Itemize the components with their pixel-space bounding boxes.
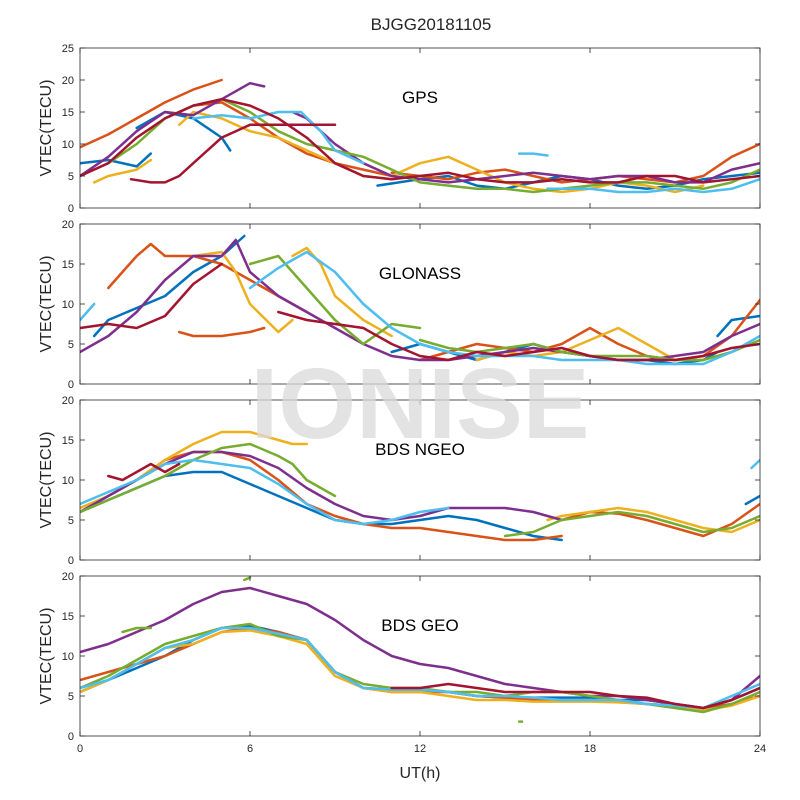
- y-axis-label: VTEC(TECU): [38, 256, 55, 353]
- y-tick-label: 20: [62, 571, 74, 583]
- series-line-9: [80, 626, 760, 710]
- y-tick-label: 15: [62, 107, 74, 119]
- y-tick-label: 20: [62, 395, 74, 407]
- series-line-2: [744, 494, 760, 506]
- subplot-4: 0 5 10 15 20 0 6 12 18 24 VTEC(TECU) BDS GEO UT(h): [38, 571, 766, 782]
- series-line-13: [192, 110, 365, 165]
- x-tick-label: 12: [414, 743, 426, 755]
- series-line-7: [92, 158, 153, 184]
- series-line-3: [716, 314, 760, 338]
- plot-area: [80, 224, 760, 384]
- y-tick-label: 10: [62, 139, 74, 151]
- y-tick-label: 0: [68, 731, 74, 743]
- series-line-15: [546, 177, 760, 194]
- series-line-2: [80, 152, 153, 168]
- plot-area: [80, 576, 760, 736]
- y-tick-label: 25: [62, 43, 74, 55]
- series-group: [80, 576, 760, 723]
- subplot-1: 0 5 10 15 20 25 VTEC(TECU) GPS: [38, 43, 761, 215]
- series-line-5: [177, 326, 266, 338]
- y-tick-label: 0: [68, 555, 74, 567]
- series-line-6: [121, 626, 153, 634]
- y-tick-label: 0: [68, 203, 74, 215]
- subplot-3: 0 5 10 15 20 VTEC(TECU) BDS NGEO: [38, 395, 761, 567]
- series-line-7: [192, 250, 294, 334]
- series-line-10: [80, 458, 450, 526]
- series-line-9: [475, 326, 705, 362]
- y-tick-label: 10: [62, 475, 74, 487]
- subplot-title: GPS: [402, 88, 438, 107]
- series-line-4: [80, 586, 760, 710]
- series-line-16: [129, 123, 337, 184]
- series-line-16: [277, 310, 760, 362]
- y-axis-label: VTEC(TECU): [38, 432, 55, 529]
- series-line-6: [546, 506, 760, 534]
- series-line-12: [107, 462, 181, 482]
- y-tick-label: 5: [68, 339, 74, 351]
- series-line-10: [390, 682, 760, 710]
- series-line-8: [80, 442, 337, 514]
- series-line-17: [80, 97, 365, 178]
- series-group: [80, 430, 760, 542]
- series-line-10: [80, 81, 266, 178]
- y-tick-label: 15: [62, 611, 74, 623]
- series-line-8: [291, 246, 393, 338]
- y-tick-label: 20: [62, 75, 74, 87]
- plot-area: [80, 400, 760, 560]
- y-tick-label: 5: [68, 515, 74, 527]
- series-line-15: [80, 262, 223, 330]
- series-line-11: [248, 254, 422, 346]
- x-axis-label: UT(h): [400, 765, 441, 782]
- x-tick-label: 0: [77, 743, 83, 755]
- series-group: [80, 78, 760, 194]
- subplot-title: GLONASS: [379, 264, 461, 283]
- series-line-4: [107, 242, 308, 314]
- y-tick-label: 10: [62, 651, 74, 663]
- subplot-title: BDS NGEO: [375, 440, 465, 459]
- y-tick-label: 5: [68, 171, 74, 183]
- y-tick-label: 15: [62, 259, 74, 271]
- y-tick-label: 10: [62, 299, 74, 311]
- y-axis-label: VTEC(TECU): [38, 80, 55, 177]
- series-line-11: [750, 458, 760, 470]
- x-tick-label: 18: [584, 743, 596, 755]
- subplot-2: 0 5 10 15 20 VTEC(TECU) GLONASS: [38, 219, 761, 391]
- series-line-14: [517, 152, 549, 157]
- subplot-title: BDS GEO: [381, 616, 458, 635]
- series-line-4: [80, 78, 223, 149]
- series-line-7: [243, 576, 252, 582]
- y-tick-label: 5: [68, 691, 74, 703]
- x-tick-label: 24: [754, 743, 766, 755]
- subplots-container: 0 5 10 15 20 25 VTEC(TECU) GPS 0 5 10 15 20 VTEC(TECU…: [38, 43, 766, 782]
- watermark-text: IONISE: [251, 348, 590, 460]
- series-line-13: [80, 302, 96, 322]
- series-line-9: [503, 510, 760, 538]
- y-axis-label: VTEC(TECU): [38, 608, 55, 705]
- y-tick-label: 0: [68, 379, 74, 391]
- figure-title: BJGG20181105: [371, 15, 492, 34]
- x-tick-label: 6: [247, 743, 253, 755]
- y-tick-label: 15: [62, 435, 74, 447]
- y-tick-label: 20: [62, 219, 74, 231]
- series-line-18: [362, 171, 760, 184]
- series-group: [80, 234, 760, 366]
